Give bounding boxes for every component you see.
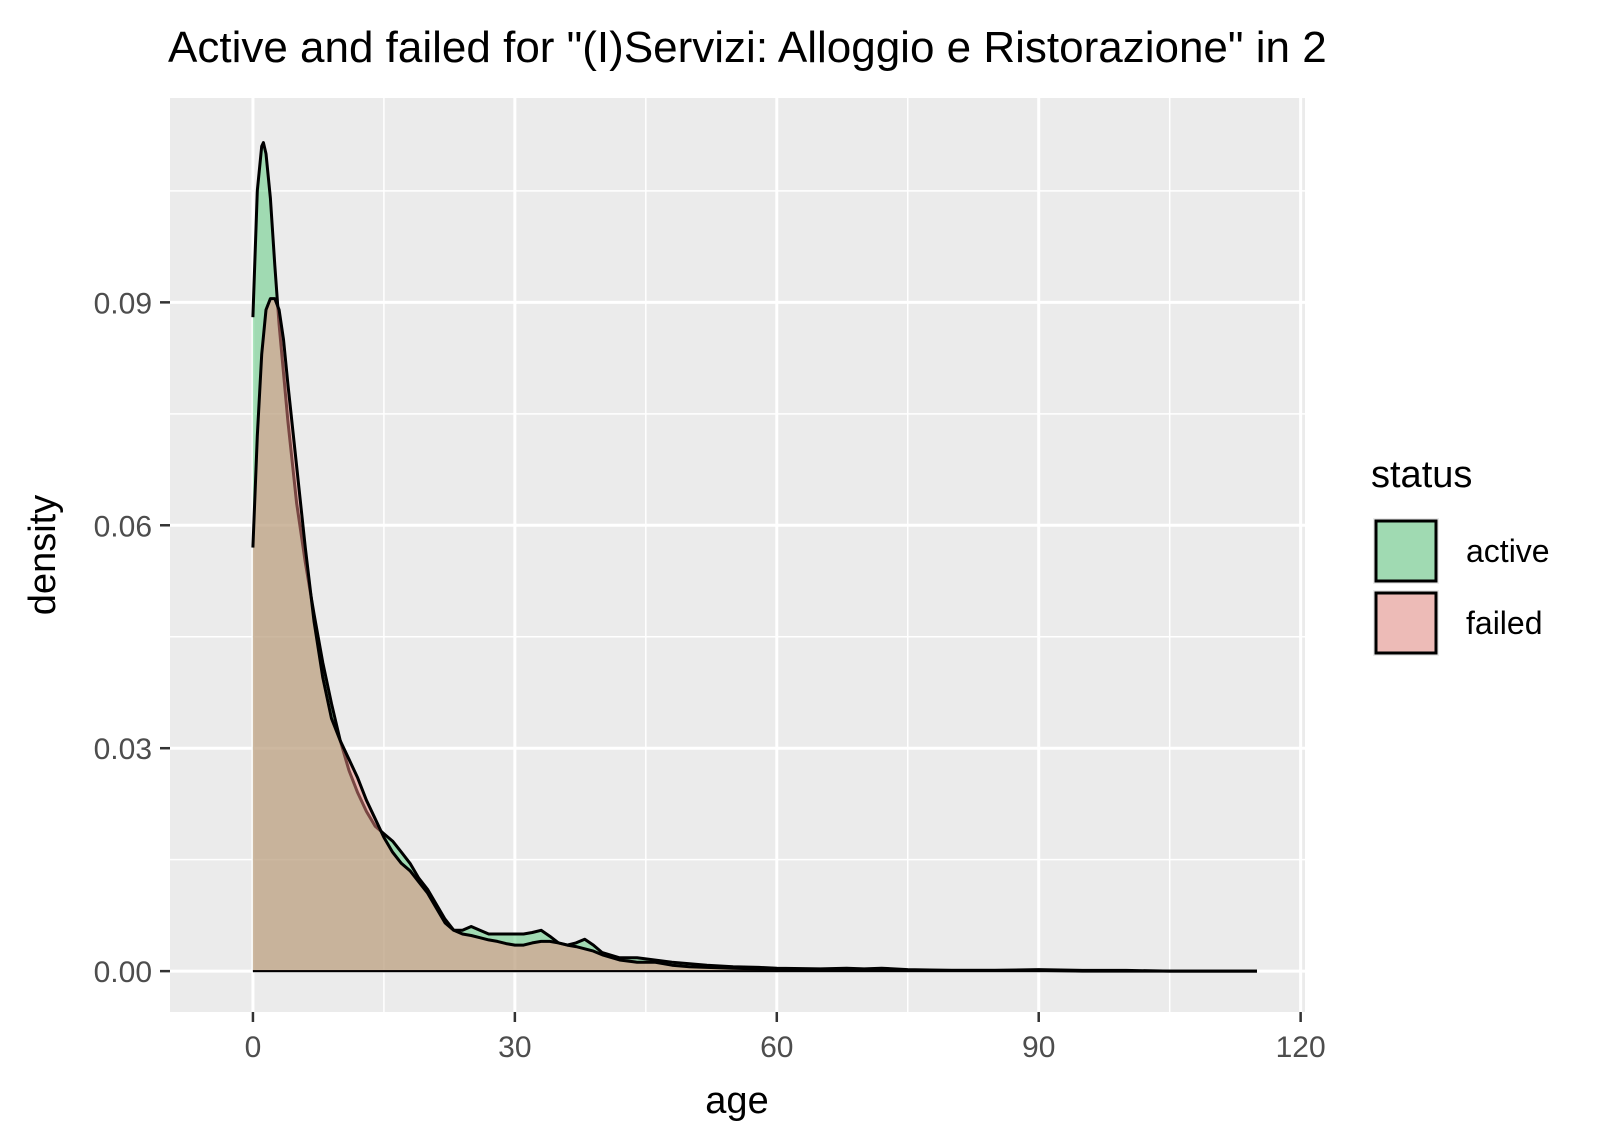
legend-swatch-active [1374, 519, 1438, 583]
y-tick-label: 0.09 [94, 287, 152, 320]
y-tick-label: 0.00 [94, 956, 152, 989]
legend-swatch-failed [1374, 591, 1438, 655]
y-axis: 0.00 0.03 0.06 0.09 [94, 287, 170, 989]
y-tick-label: 0.03 [94, 733, 152, 766]
x-axis: 0 30 60 90 120 [245, 1012, 1326, 1064]
y-axis-title: density [22, 495, 64, 615]
x-tick-label: 0 [245, 1031, 262, 1064]
y-tick-label: 0.06 [94, 510, 152, 543]
x-tick-label: 60 [760, 1031, 793, 1064]
legend-item-failed: failed [1373, 590, 1543, 656]
x-tick-label: 90 [1022, 1031, 1055, 1064]
legend-title: status [1371, 454, 1472, 496]
legend-label-failed: failed [1466, 605, 1543, 641]
density-line-failed [251, 297, 1257, 973]
x-axis-title: age [705, 1080, 768, 1122]
density-areas [251, 141, 1257, 973]
legend-item-active: active [1373, 518, 1550, 584]
chart-title: Active and failed for "(I)Servizi: Allog… [168, 23, 1327, 72]
density-area-failed [252, 298, 1257, 972]
x-tick-label: 30 [498, 1031, 531, 1064]
x-tick-label: 120 [1276, 1031, 1326, 1064]
legend: status active failed [1371, 454, 1550, 656]
legend-label-active: active [1466, 533, 1550, 569]
